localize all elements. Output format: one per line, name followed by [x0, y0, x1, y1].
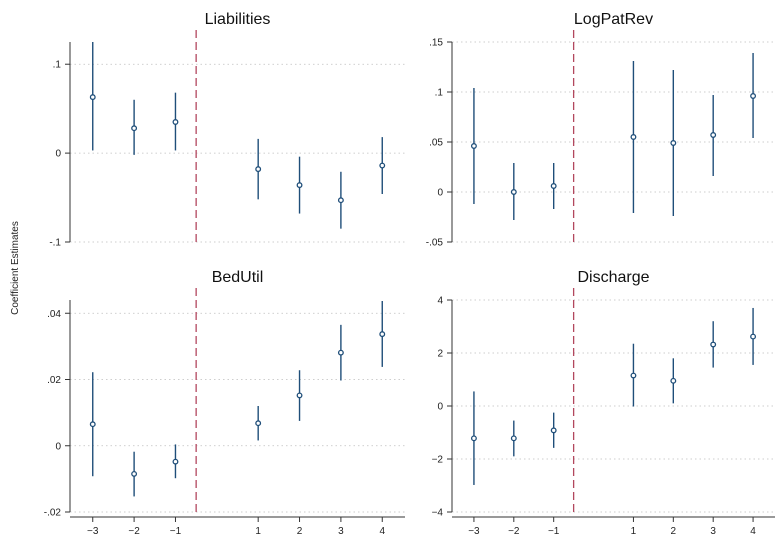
y-tick-label: .15: [429, 38, 443, 49]
point-estimate: [470, 143, 477, 149]
point-estimate: [172, 458, 179, 465]
y-tick-label: .1: [435, 88, 444, 99]
y-tick-label: 0: [437, 188, 443, 199]
point-estimate: [510, 189, 517, 195]
point-estimate: [255, 420, 262, 427]
point-estimate: [296, 392, 303, 399]
x-tick-label: 1: [631, 526, 637, 536]
point-estimate: [630, 134, 637, 140]
point-estimate: [630, 372, 637, 379]
point-estimate: [670, 140, 677, 146]
y-tick-label: 0: [437, 402, 443, 413]
point-estimate: [89, 94, 96, 101]
point-estimate: [750, 93, 757, 99]
panel-discharge: Discharge −4 −2 0 2 4 −3 −2 −1 1 2 3 4: [432, 269, 775, 536]
y-tick-label: −4: [432, 508, 444, 519]
y-tick-label: 0: [55, 441, 61, 452]
y-tick-label: 0: [55, 149, 61, 160]
point-estimate: [750, 333, 757, 340]
x-tick-label: 4: [750, 526, 756, 536]
y-tick-label: .05: [429, 138, 443, 149]
x-tick-label: −2: [508, 526, 520, 536]
y-tick-label: -.05: [426, 238, 444, 249]
x-tick-label: −1: [548, 526, 560, 536]
point-estimate: [337, 197, 344, 204]
y-tick-label: .04: [47, 309, 61, 320]
point-estimate: [337, 349, 344, 356]
y-tick-label: 2: [437, 349, 443, 360]
x-tick-label: 3: [710, 526, 716, 536]
y-axis-label: Coefficient Estimates: [10, 221, 21, 315]
panel-title: LogPatRev: [574, 11, 653, 28]
panel-title: BedUtil: [212, 269, 264, 286]
panel-title: Liabilities: [205, 11, 271, 28]
x-tick-label: 2: [671, 526, 677, 536]
x-tick-label: 2: [297, 526, 303, 536]
point-estimate: [510, 435, 517, 442]
y-tick-label: .1: [53, 60, 62, 71]
x-tick-label: 3: [338, 526, 344, 536]
point-estimate: [710, 341, 717, 348]
y-tick-label: −2: [432, 455, 444, 466]
x-tick-label: 4: [379, 526, 385, 536]
point-estimate: [470, 435, 477, 442]
x-tick-label: 1: [255, 526, 261, 536]
panel-logpatrev: LogPatRev -.05 0 .05 .1 .15: [426, 11, 775, 249]
point-estimate: [710, 132, 717, 138]
point-estimate: [379, 331, 386, 338]
point-estimate: [550, 427, 557, 434]
x-tick-label: −3: [468, 526, 480, 536]
panel-bedutil: BedUtil -.02 0 .02 .04 −3 −2 −1 1 2 3 4: [44, 269, 405, 536]
x-tick-label: −2: [128, 526, 140, 536]
y-tick-label: .02: [47, 375, 61, 386]
y-tick-label: 4: [437, 296, 443, 307]
point-estimate: [172, 119, 179, 125]
point-estimate: [379, 162, 386, 169]
point-estimate: [550, 183, 557, 189]
y-tick-label: -.1: [49, 238, 61, 249]
point-estimate: [670, 377, 677, 384]
x-tick-label: −3: [87, 526, 99, 536]
point-estimate: [296, 182, 303, 189]
point-estimate: [131, 125, 138, 132]
x-tick-label: −1: [170, 526, 182, 536]
point-estimate: [89, 421, 96, 428]
point-estimate: [255, 166, 262, 173]
panel-liabilities: Liabilities -.1 0 .1: [49, 11, 405, 249]
panel-title: Discharge: [577, 269, 649, 286]
point-estimate: [131, 470, 138, 477]
y-tick-label: -.02: [44, 508, 62, 519]
